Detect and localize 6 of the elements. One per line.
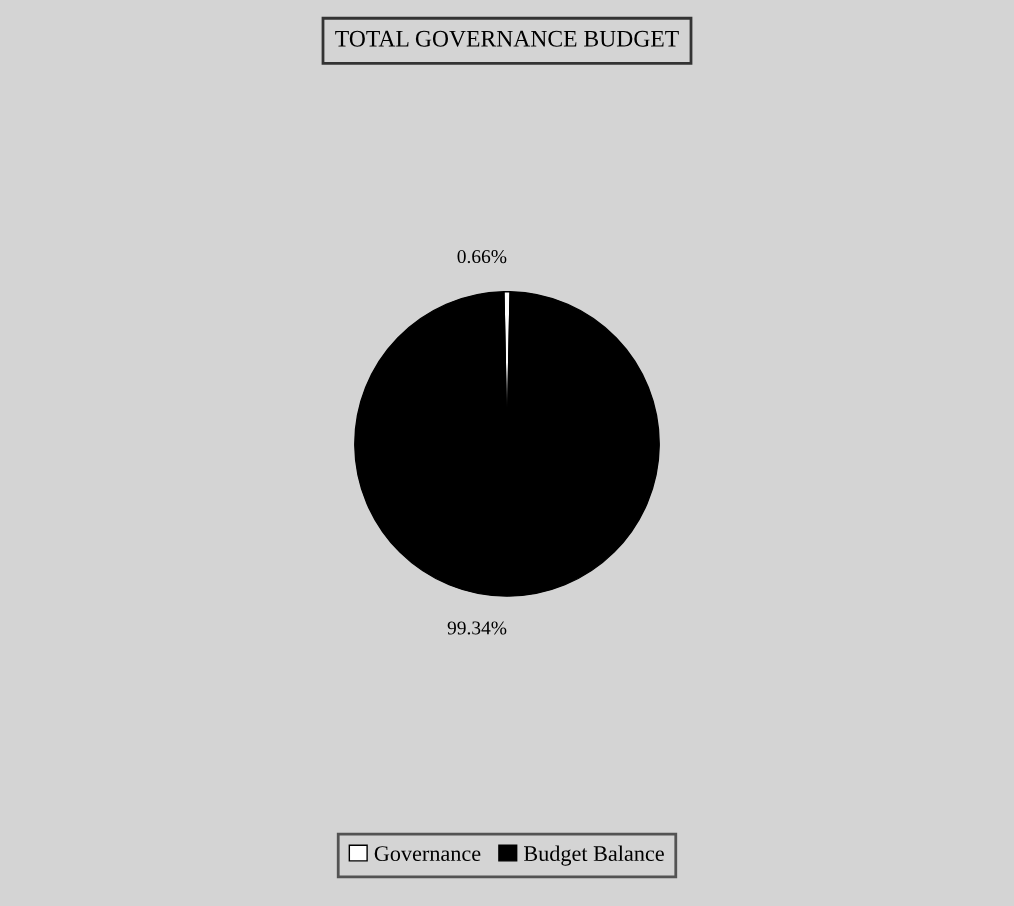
data-label: 99.34% — [447, 621, 507, 635]
legend-label: Governance — [374, 846, 481, 862]
data-label: 0.66% — [457, 249, 507, 264]
legend-label: Budget Balance — [523, 845, 664, 866]
pie-slice — [354, 291, 660, 597]
chart-title: TOTAL GOVERNANCE BUDGET — [335, 30, 679, 47]
